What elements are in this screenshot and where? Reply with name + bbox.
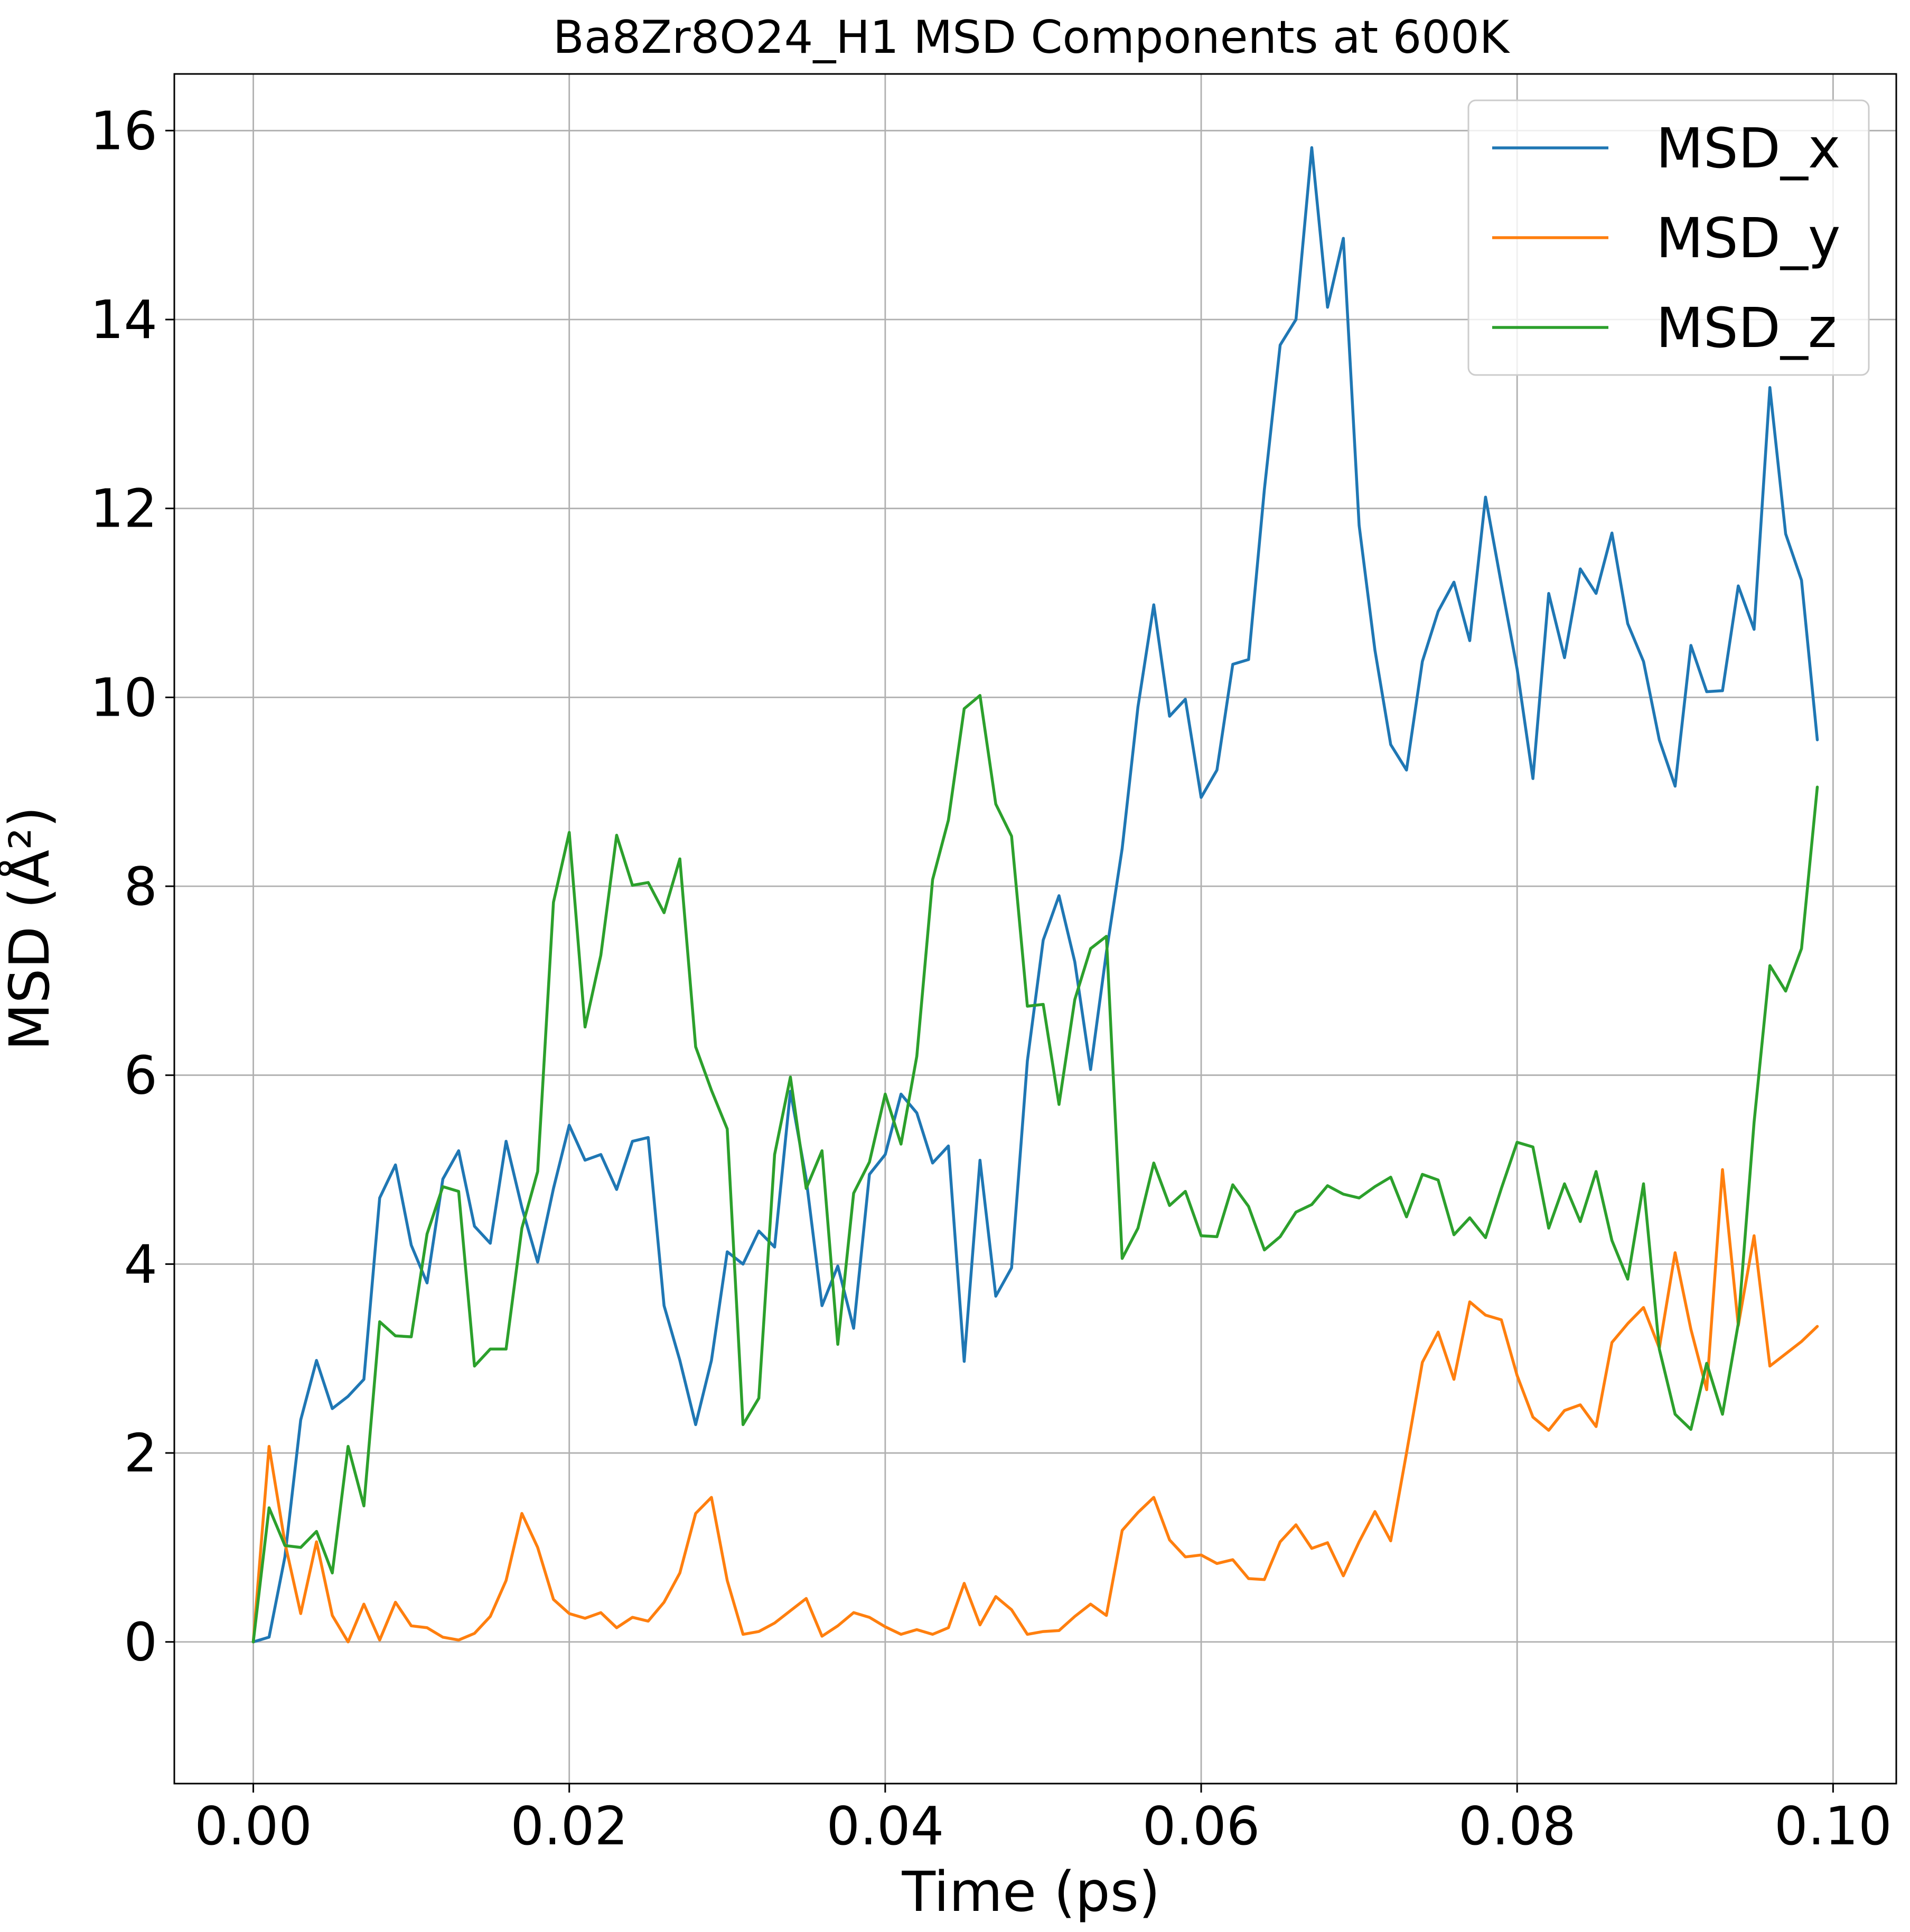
x-tick-label: 0.10 (1774, 1795, 1892, 1857)
y-tick-label: 16 (90, 100, 157, 162)
y-tick-label: 12 (90, 478, 157, 540)
x-axis: 0.00 0.02 0.04 0.06 0.08 0.10 (194, 1784, 1892, 1857)
y-axis: 0 2 4 6 8 10 12 14 16 (90, 100, 174, 1673)
x-tick-label: 0.06 (1143, 1795, 1260, 1857)
grid (174, 74, 1896, 1784)
x-tick-label: 0.08 (1458, 1795, 1576, 1857)
y-tick-label: 10 (90, 667, 157, 728)
legend: MSD_x MSD_y MSD_z (1467, 99, 1870, 376)
legend-label-msd-z: MSD_z (1656, 296, 1837, 360)
x-tick-label: 0.02 (510, 1795, 628, 1857)
y-tick-label: 0 (124, 1611, 157, 1673)
y-tick-label: 4 (124, 1233, 157, 1295)
y-tick-label: 2 (124, 1422, 157, 1484)
series-line-msd-y (251, 1168, 1819, 1644)
series-line-msd-z (251, 694, 1819, 1644)
legend-label-msd-y: MSD_y (1656, 206, 1840, 270)
plot-frame (173, 73, 1897, 1785)
y-tick-label: 6 (124, 1045, 157, 1106)
legend-box (1467, 99, 1870, 376)
y-tick-label: 8 (124, 856, 157, 917)
y-tick-label: 14 (90, 289, 157, 351)
x-tick-label: 0.00 (194, 1795, 312, 1857)
series-line-msd-x (251, 146, 1819, 1644)
chart-title: Ba8Zr8O24_H1 MSD Components at 600K (553, 11, 1511, 64)
x-axis-label: Time (ps) (902, 1860, 1160, 1924)
x-tick-label: 0.04 (827, 1795, 944, 1857)
series-layer (251, 146, 1819, 1644)
legend-label-msd-x: MSD_x (1656, 116, 1840, 181)
y-axis-label: MSD (Å²) (0, 806, 62, 1051)
